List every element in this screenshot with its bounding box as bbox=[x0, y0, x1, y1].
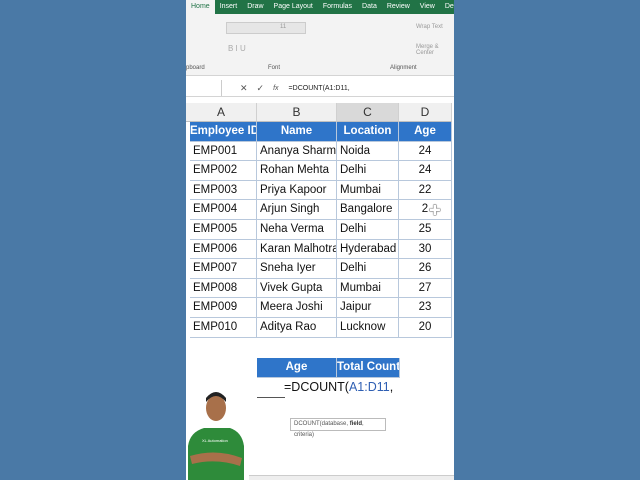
enter-icon[interactable]: ✓ bbox=[256, 82, 265, 93]
tab-data[interactable]: Data bbox=[362, 3, 377, 10]
table-cell[interactable]: Delhi bbox=[337, 161, 399, 181]
table-cell[interactable]: Karan Malhotra bbox=[257, 239, 337, 260]
font-size-box[interactable]: 11 bbox=[280, 24, 287, 30]
table-cell[interactable]: Delhi bbox=[337, 259, 399, 279]
bold-italic-underline: B I U bbox=[228, 44, 246, 53]
table-cell[interactable]: Delhi bbox=[337, 220, 399, 240]
table-cell[interactable]: 26 bbox=[399, 259, 452, 279]
table-cell[interactable]: Noida bbox=[337, 141, 399, 162]
wrap-text-button[interactable]: Wrap Text bbox=[416, 24, 443, 30]
font-group-label: Font bbox=[268, 65, 281, 71]
table-cell[interactable]: 23 bbox=[399, 298, 452, 318]
tab-insert[interactable]: Insert bbox=[219, 3, 238, 10]
table-cell[interactable]: Ananya Sharma bbox=[257, 141, 337, 162]
table-cell[interactable]: EMP008 bbox=[190, 278, 257, 299]
table-cell[interactable]: 22 bbox=[399, 180, 452, 201]
table-cell[interactable]: Priya Kapoor bbox=[257, 180, 337, 201]
svg-text:XL Automation: XL Automation bbox=[202, 438, 228, 443]
tab-review[interactable]: Review bbox=[386, 3, 410, 10]
table-cell[interactable]: EMP007 bbox=[190, 259, 257, 279]
table-cell[interactable]: Bangalore bbox=[337, 200, 399, 220]
table-cell[interactable]: Meera Joshi bbox=[257, 298, 337, 318]
table-cell[interactable]: EMP009 bbox=[190, 298, 257, 318]
table-cell[interactable]: Lucknow bbox=[337, 318, 399, 338]
function-tooltip: DCOUNT(database, field, criteria) bbox=[290, 418, 386, 438]
formula-bar: ✕ ✓ fx =DCOUNT(A1:D11, bbox=[186, 80, 454, 97]
tab-view[interactable]: View bbox=[419, 3, 435, 10]
tab-page-layout[interactable]: Page Layout bbox=[273, 3, 313, 10]
column-header-B[interactable]: B bbox=[257, 103, 337, 122]
table-cell[interactable]: Rohan Mehta bbox=[257, 161, 337, 181]
table-cell[interactable]: 24 bbox=[399, 161, 452, 181]
table-cell[interactable]: Aditya Rao bbox=[257, 318, 337, 338]
criteria-age-cell[interactable] bbox=[257, 378, 285, 398]
table-header-cell[interactable]: Name bbox=[257, 122, 337, 142]
fx-icon[interactable]: fx bbox=[273, 84, 279, 92]
tab-develo[interactable]: Develo bbox=[444, 3, 454, 10]
table-cell[interactable]: EMP001 bbox=[190, 141, 257, 162]
table-cell[interactable]: Neha Verma bbox=[257, 220, 337, 240]
column-header-C[interactable]: C bbox=[337, 103, 399, 122]
clipboard-group-label: pboard bbox=[186, 65, 205, 71]
tab-formulas[interactable]: Formulas bbox=[322, 3, 353, 10]
table-cell[interactable]: 27 bbox=[399, 278, 452, 299]
table-cell[interactable]: Mumbai bbox=[337, 180, 399, 201]
table-header-cell[interactable]: Location bbox=[337, 122, 399, 142]
table-cell[interactable]: Sneha Iyer bbox=[257, 259, 337, 279]
name-box[interactable] bbox=[186, 80, 222, 96]
table-cell[interactable]: Vivek Gupta bbox=[257, 278, 337, 299]
criteria-header-age[interactable]: Age bbox=[257, 358, 337, 378]
sheet-tabs-bar[interactable] bbox=[249, 475, 454, 480]
table-cell[interactable]: 30 bbox=[399, 239, 452, 260]
ribbon: 11 B I U Wrap Text Merge & Center pboard… bbox=[186, 14, 454, 76]
alignment-group-label: Alignment bbox=[390, 65, 417, 71]
table-cell[interactable]: EMP004 bbox=[190, 200, 257, 220]
table-cell[interactable]: 24 bbox=[399, 141, 452, 162]
formula-in-cell[interactable]: =DCOUNT(A1:D11, bbox=[284, 380, 394, 394]
presenter-image: XL Automation bbox=[188, 392, 244, 480]
criteria-header-total-count[interactable]: Total Count bbox=[337, 358, 400, 378]
table-cell[interactable]: EMP005 bbox=[190, 220, 257, 240]
column-header-D[interactable]: D bbox=[399, 103, 452, 122]
table-cell[interactable]: 20 bbox=[399, 318, 452, 338]
table-header-cell[interactable]: Employee ID bbox=[190, 122, 257, 142]
cursor-icon: ✚ bbox=[429, 202, 441, 218]
table-cell[interactable]: Hyderabad bbox=[337, 239, 399, 260]
table-cell[interactable]: 2 bbox=[399, 200, 452, 220]
table-cell[interactable]: Arjun Singh bbox=[257, 200, 337, 220]
tab-draw[interactable]: Draw bbox=[247, 3, 264, 10]
table-header-cell[interactable]: Age bbox=[399, 122, 452, 142]
table-cell[interactable]: EMP002 bbox=[190, 161, 257, 181]
table-cell[interactable]: Jaipur bbox=[337, 298, 399, 318]
table-cell[interactable]: 25 bbox=[399, 220, 452, 240]
font-name-box[interactable] bbox=[226, 22, 306, 34]
excel-window: Home Insert Draw Page Layout Formulas Data Rev… bbox=[186, 0, 454, 480]
table-cell[interactable]: EMP006 bbox=[190, 239, 257, 260]
cancel-icon[interactable]: ✕ bbox=[240, 82, 248, 93]
table-cell[interactable]: EMP010 bbox=[190, 318, 257, 338]
table-cell[interactable]: Mumbai bbox=[337, 278, 399, 299]
tab-home[interactable]: Home bbox=[186, 0, 215, 14]
table-cell[interactable]: EMP003 bbox=[190, 180, 257, 201]
ribbon-tabs: Home Insert Draw Page Layout Formulas Data Rev… bbox=[186, 0, 454, 14]
merge-center-button[interactable]: Merge & Center bbox=[416, 44, 439, 56]
formula-input[interactable]: =DCOUNT(A1:D11, bbox=[288, 84, 350, 92]
column-header-A[interactable]: A bbox=[186, 103, 257, 122]
